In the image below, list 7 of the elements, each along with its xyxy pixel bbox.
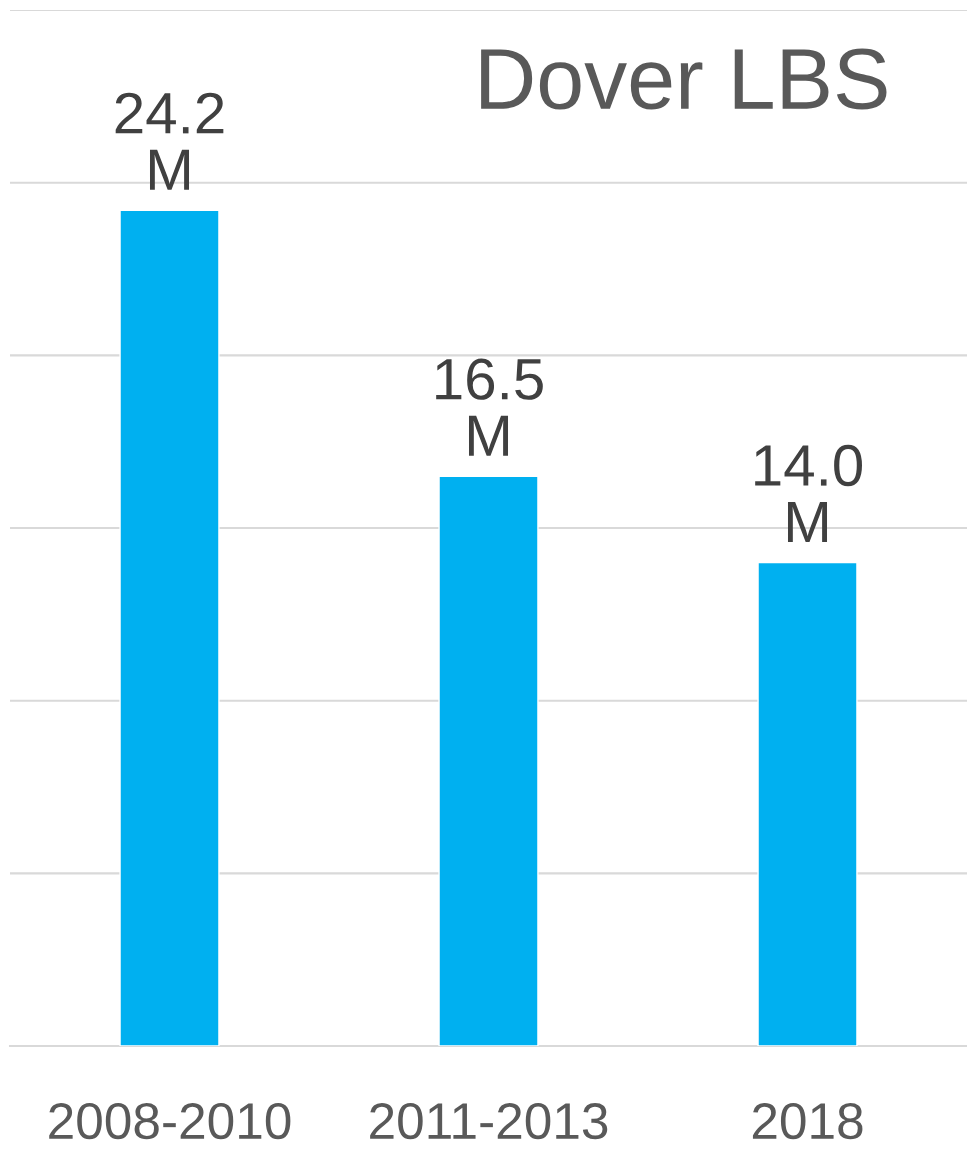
data-label: 16.5 M bbox=[436, 358, 543, 456]
x-tick-label: 2011-2013 bbox=[370, 1102, 608, 1140]
chart-title: Dover LBS bbox=[481, 48, 887, 110]
x-tick-label: 2018 bbox=[752, 1102, 863, 1140]
data-label: 24.2 M bbox=[115, 92, 224, 190]
x-tick-label: 2008-2010 bbox=[49, 1102, 291, 1140]
data-label: 14.0 M bbox=[755, 444, 862, 543]
